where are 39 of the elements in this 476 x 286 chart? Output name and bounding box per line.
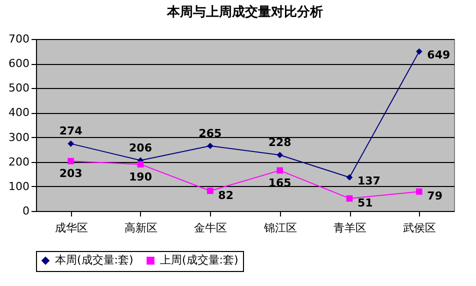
- y-tick-label: 700: [8, 32, 30, 46]
- data-label: 203: [59, 167, 82, 180]
- y-tick-label: 300: [8, 130, 30, 144]
- data-label: 51: [358, 196, 373, 210]
- y-tick-label: 100: [8, 180, 30, 193]
- y-tick-label: 500: [8, 82, 30, 95]
- point: [416, 48, 422, 55]
- data-label: 137: [358, 174, 380, 188]
- x-tick-label: 成华区: [54, 222, 88, 234]
- data-label: 206: [129, 141, 152, 154]
- point: [346, 174, 353, 180]
- y-tick-label: 0: [22, 204, 30, 218]
- point: [276, 152, 283, 158]
- data-label: 265: [198, 126, 222, 140]
- y-tick-label: 600: [8, 57, 30, 70]
- x-tick-label: 武侯区: [403, 222, 436, 234]
- x-tick-label: 金牛区: [194, 222, 228, 234]
- data-label: 190: [129, 170, 152, 184]
- data-label: 274: [59, 124, 83, 138]
- x-tick-label: 青羊区: [334, 222, 366, 234]
- legend-label: 本周(成交量:套): [55, 254, 134, 267]
- chart-title: 本周与上周成交量对比分析: [166, 4, 323, 20]
- data-label: 228: [268, 136, 292, 149]
- point: [276, 167, 283, 174]
- x-tick-label: 锦江区: [262, 222, 297, 234]
- data-label: 79: [427, 190, 442, 203]
- point: [68, 158, 74, 164]
- point: [137, 161, 144, 168]
- point: [346, 195, 353, 202]
- point: [416, 188, 422, 195]
- data-label: 82: [218, 188, 234, 202]
- legend-label: 上周(成交量:套): [160, 254, 238, 267]
- point: [68, 140, 74, 147]
- y-tick-label: 400: [8, 106, 30, 120]
- point: [207, 142, 214, 150]
- x-tick-label: 高新区: [124, 222, 158, 234]
- y-tick-label: 200: [8, 155, 30, 168]
- data-label: 649: [427, 48, 450, 62]
- point: [207, 188, 214, 194]
